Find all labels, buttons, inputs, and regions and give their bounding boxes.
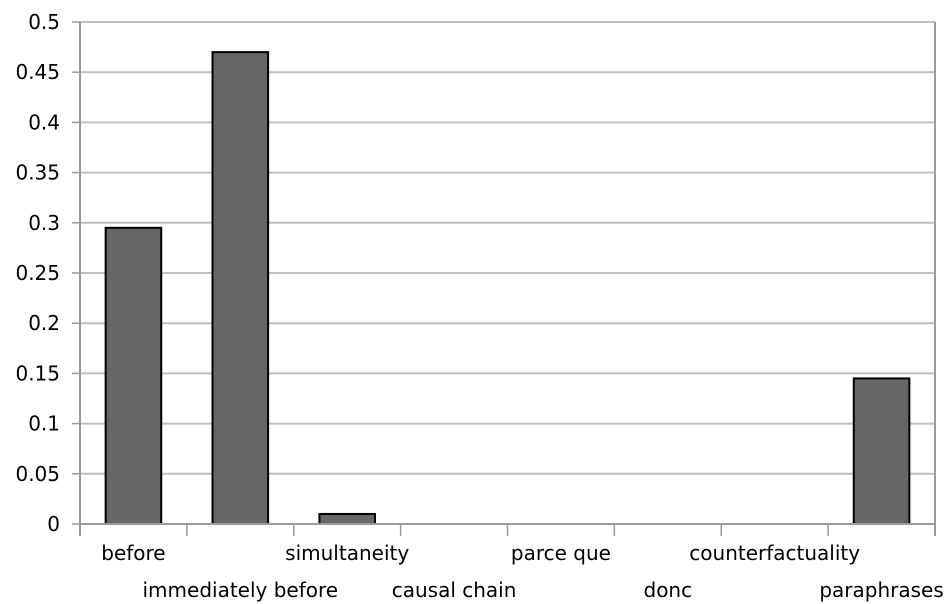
bar-paraphrases [852, 377, 911, 526]
y-tick-label: 0.3 [28, 211, 60, 235]
bars [104, 51, 911, 526]
x-category-label: immediately before [143, 578, 339, 602]
axes [79, 22, 936, 536]
y-tick-label: 0.25 [15, 261, 60, 285]
y-tick-label: 0.1 [28, 412, 60, 436]
x-category-label: paraphrases [819, 578, 943, 602]
gridlines [80, 21, 935, 475]
y-tick-label: 0.45 [15, 60, 60, 84]
x-axis-labels: before immediately before simultaneity caus… [101, 541, 944, 602]
y-tick-label: 0.5 [28, 10, 60, 34]
bar-before [104, 226, 163, 525]
x-category-label: counterfactuality [689, 541, 860, 565]
y-tick-label: 0.4 [28, 110, 60, 134]
y-tick-label: 0 [47, 512, 60, 536]
y-tick-label: 0.15 [15, 361, 60, 385]
y-tick-label: 0.35 [15, 161, 60, 185]
y-tick-label: 0.2 [28, 311, 60, 335]
x-category-label: simultaneity [285, 541, 409, 565]
bar-simultaneity [318, 512, 376, 526]
y-axis-ticks: 0 0.05 0.1 0.15 0.2 0.25 0.3 0.35 0.4 0.45 0.5 [15, 10, 80, 536]
bar-immediately-before [211, 51, 270, 526]
x-category-label: causal chain [392, 578, 517, 602]
y-tick-label: 0.05 [15, 462, 60, 486]
x-category-label: before [101, 541, 165, 565]
x-category-label: parce que [511, 541, 611, 565]
x-category-label: donc [644, 578, 693, 602]
